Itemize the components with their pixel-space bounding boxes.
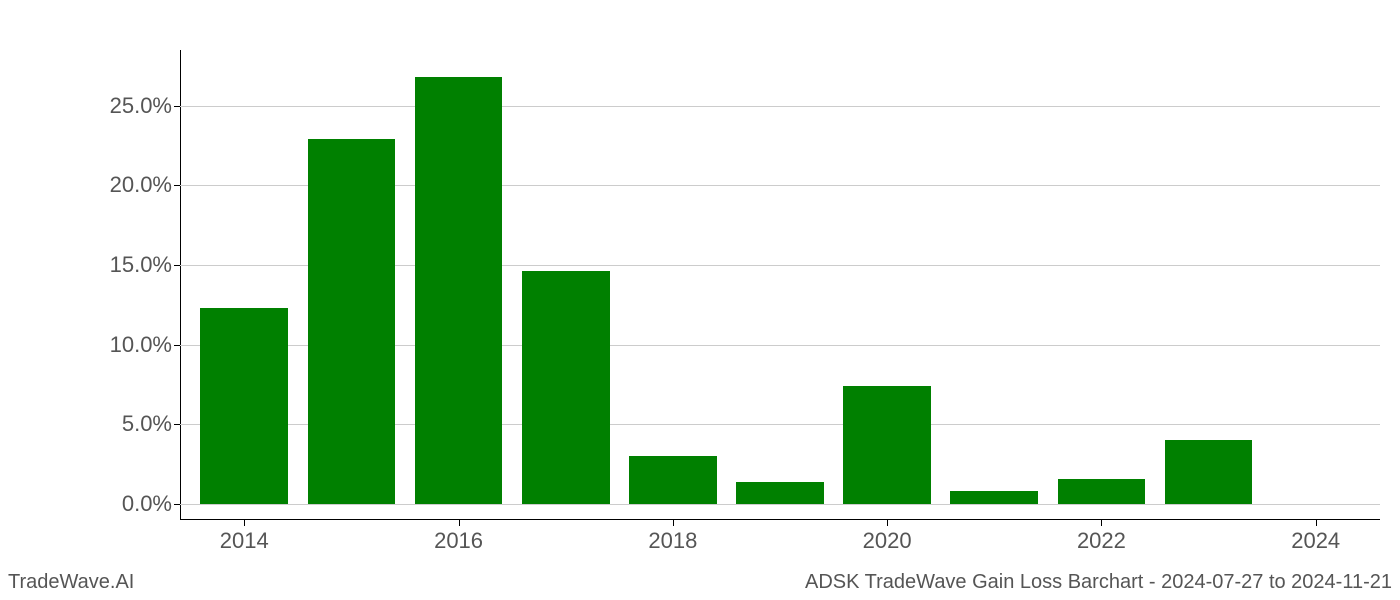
bar xyxy=(415,77,503,504)
y-grid-line xyxy=(180,504,1380,505)
y-tick-label: 25.0% xyxy=(110,93,180,119)
y-tick-label: 5.0% xyxy=(122,411,180,437)
y-tick-label: 15.0% xyxy=(110,252,180,278)
bar xyxy=(629,456,717,504)
bar xyxy=(950,491,1038,504)
y-tick-label: 10.0% xyxy=(110,332,180,358)
bar xyxy=(736,482,824,504)
plot-area: 0.0%5.0%10.0%15.0%20.0%25.0%201420162018… xyxy=(180,50,1380,520)
footer-left-text: TradeWave.AI xyxy=(8,571,134,594)
bar xyxy=(522,271,610,504)
y-tick-label: 0.0% xyxy=(122,491,180,517)
x-tick-label: 2020 xyxy=(863,520,912,554)
y-tick-label: 20.0% xyxy=(110,172,180,198)
y-axis-line xyxy=(180,50,181,520)
x-tick-label: 2016 xyxy=(434,520,483,554)
footer-right-text: ADSK TradeWave Gain Loss Barchart - 2024… xyxy=(805,571,1392,594)
x-axis-line xyxy=(180,519,1380,520)
x-tick-label: 2022 xyxy=(1077,520,1126,554)
x-tick-label: 2024 xyxy=(1291,520,1340,554)
x-tick-label: 2014 xyxy=(220,520,269,554)
bar xyxy=(843,386,931,504)
chart-container: 0.0% 5.0% 10.0% 15.0% 20.0% 25.0% 2014 2016 2018… xyxy=(0,0,1400,600)
bar xyxy=(1058,479,1146,504)
bar xyxy=(308,139,396,504)
x-tick-label: 2018 xyxy=(648,520,697,554)
bar xyxy=(1165,440,1253,504)
y-grid-line xyxy=(180,106,1380,107)
bar xyxy=(200,308,288,504)
